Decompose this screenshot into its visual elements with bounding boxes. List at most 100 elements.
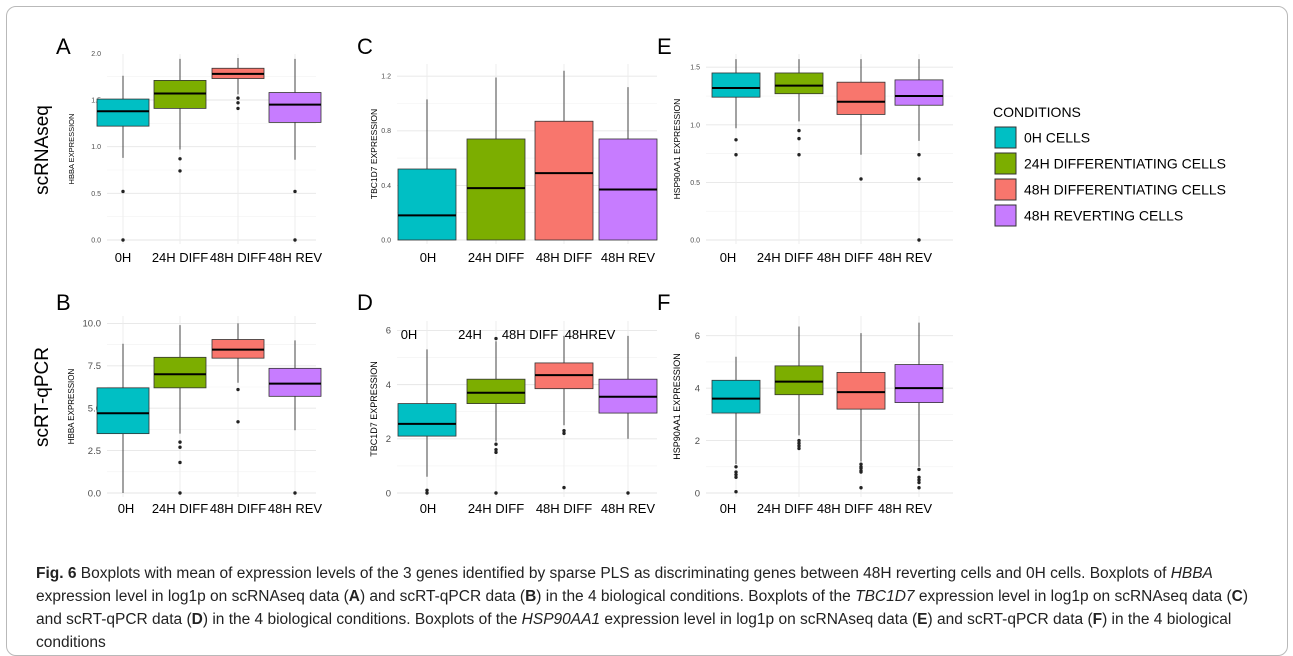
outlier-point [178,440,182,444]
panel-letter: E [657,34,672,59]
box-body [534,120,594,241]
box-3 [211,323,265,424]
x-category-label: 24H DIFF [152,501,208,516]
outlier-point [859,470,863,474]
y-tick-label: 6 [695,331,700,342]
outlier-point [494,491,498,495]
panel-a: A 0.0 0.5 1.0 1.5 2.0 HBBA EXPRESSION 0H 24H DIF… [56,34,322,265]
caption-text: expression level in log1p on scRNAseq da… [914,588,1232,605]
y-tick-label: 0.8 [381,128,391,135]
y-tick-label: 0.5 [91,191,101,198]
y-tick-label: 2 [695,436,700,447]
y-tick-label: 4 [695,383,700,394]
outlier-point [178,445,182,449]
box-4 [894,59,944,242]
row-label-scrtqpcr: scRT-qPCR [32,347,53,447]
legend-item-label: 48H REVERTING CELLS [1024,208,1183,224]
caption-text: Boxplots with mean of expression levels … [76,565,1171,582]
overlay-label: 48H DIFF [502,327,558,342]
box-1 [397,349,457,495]
y-tick-label: 0.0 [91,237,101,244]
outlier-point [236,387,240,392]
box-body [268,367,322,397]
y-tick-label: 2.0 [91,51,101,58]
legend-item-label: 48H DIFFERENTIATING CELLS [1024,182,1226,198]
caption-text: ) in the 4 biological conditions. Boxplo… [202,611,522,628]
caption-text: A [348,588,360,605]
caption-text: ) and scRT-qPCR data ( [927,611,1093,628]
box-body [96,98,150,127]
outlier-point [797,444,801,448]
outlier-point [562,431,566,436]
box-body [466,138,526,241]
box-3 [836,59,886,181]
y-axis-label: HBBA EXPRESSION [67,368,76,444]
box-3 [534,335,594,490]
box-body [711,379,761,414]
y-tick-label: 1.0 [690,122,700,129]
box-4 [894,322,944,490]
outlier-point [494,442,498,446]
x-category-label: 24H DIFF [468,250,524,265]
x-category-label: 48H REV [268,250,323,265]
x-category-label: 48H DIFF [536,250,592,265]
panel-letter: D [357,290,373,315]
outlier-point [494,447,498,452]
outlier-point [797,446,801,451]
legend-swatch [994,204,1017,227]
panel-f: F 0 2 4 6 HSP90AA1 EXPRESSION 0H 24H DIFF 48H DI… [657,290,953,516]
y-tick-label: 6 [386,326,391,337]
legend-swatch [994,178,1017,201]
box-2 [153,325,207,495]
caption-text: C [1231,588,1243,605]
box-3 [534,70,594,241]
legend-swatch [994,126,1017,149]
outlier-point [293,189,297,194]
panel-b: B 0.0 2.5 5.0 7.5 10.0 HBBA EXPRESSION 0H 24H DI… [56,290,322,516]
x-category-label: 48H DIFF [817,501,873,516]
caption-text: expression level in log1p on scRNAseq da… [36,588,349,605]
x-category-label: 24H DIFF [468,501,524,516]
outlier-point [917,475,921,479]
y-tick-label: 0.0 [381,237,391,244]
outlier-point [917,238,921,242]
y-axis-label: HSP90AA1 EXPRESSION [672,99,682,200]
caption-text: HBBA [1170,565,1213,582]
box-3 [836,333,886,490]
caption-text: D [191,611,203,628]
panel-d: D 0 2 4 6 TBC1D7 EXPRESSION 0H 24H DIFF 48H DIFF… [357,290,658,516]
panel-letter: A [56,34,71,59]
caption-text: ) in the 4 biological conditions [36,611,1232,651]
y-tick-label: 0.0 [690,237,700,244]
box-4 [268,58,322,242]
box-2 [153,58,207,173]
overlay-label: 0H [401,327,418,342]
outlier-point [236,96,240,100]
box-2 [774,326,824,451]
outlier-point [797,153,801,157]
box-body [397,403,457,437]
x-category-label: 24H DIFF [757,250,813,265]
outlier-point [494,450,498,455]
outlier-point [797,438,801,443]
y-tick-label: 0.0 [88,488,101,499]
outlier-point [859,177,863,181]
y-axis-label: TBC1D7 EXPRESSION [369,361,379,457]
x-category-label: 48H DIFF [536,501,592,516]
y-tick-label: 0.4 [381,183,391,190]
outlier-point [425,491,429,495]
outlier-point [917,478,921,482]
x-category-label: 0H [720,501,737,516]
outlier-point [859,462,863,466]
caption-text: F [1092,611,1103,628]
outlier-point [917,177,921,181]
box-4 [598,335,658,495]
y-axis-label: HSP90AA1 EXPRESSION [672,353,682,460]
y-tick-label: 10.0 [83,319,102,330]
y-tick-label: 4 [386,380,391,391]
outlier-point [734,153,738,157]
outlier-point [236,106,240,111]
box-body [836,81,886,115]
box-4 [268,340,322,495]
